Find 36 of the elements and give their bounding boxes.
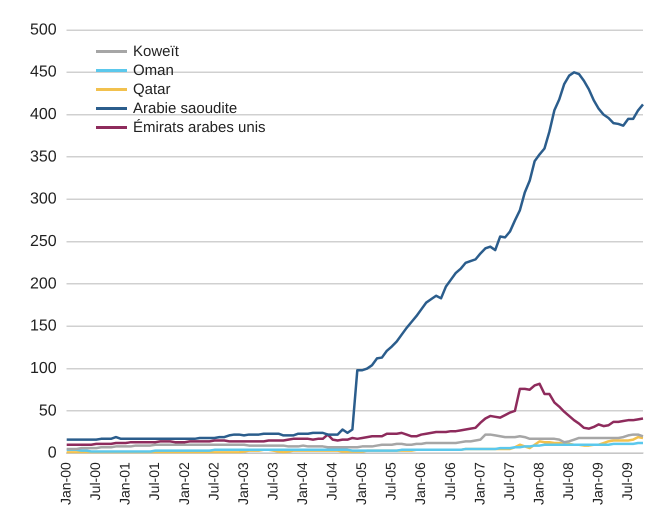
- x-tick-label: Jul-02: [205, 462, 222, 500]
- x-tick-label: Jul-05: [382, 462, 399, 500]
- y-tick-label: 50: [38, 402, 57, 420]
- x-tick-label: Jul-07: [500, 462, 517, 500]
- y-tick-label: 200: [30, 275, 57, 292]
- legend-label: Arabie saoudite: [133, 99, 238, 118]
- x-tick-label: Jan-02: [176, 462, 192, 506]
- x-tick-label: Jan-01: [116, 462, 133, 506]
- y-tick-label: 500: [30, 21, 57, 38]
- x-tick-label: Jan-09: [590, 462, 606, 506]
- legend-label: Koweït: [133, 42, 179, 61]
- y-tick-label: 350: [30, 148, 57, 166]
- x-tick-label: Jan-00: [58, 462, 74, 506]
- legend-label: Émirats arabes unis: [133, 118, 266, 137]
- x-tick-label: Jul-03: [264, 462, 280, 500]
- y-tick-label: 0: [48, 444, 57, 462]
- x-tick-label: Jan-08: [530, 462, 546, 506]
- y-tick-label: 400: [30, 106, 57, 124]
- x-tick-label: Jul-06: [442, 462, 458, 500]
- x-tick-label: Jul-09: [619, 462, 636, 500]
- legend-label: Oman: [133, 61, 174, 80]
- x-tick-label: Jul-08: [560, 462, 576, 500]
- y-tick-label: 100: [30, 360, 57, 377]
- x-tick-label: Jan-07: [471, 462, 488, 506]
- y-tick-label: 250: [30, 233, 57, 250]
- x-tick-label: Jul-04: [324, 462, 340, 500]
- x-tick-label: Jan-05: [353, 462, 370, 506]
- x-tick-label: Jan-03: [234, 462, 251, 506]
- x-tick-label: Jul-00: [87, 462, 104, 500]
- y-tick-label: 300: [30, 190, 57, 208]
- y-tick-label: 150: [30, 318, 57, 335]
- x-tick-label: Jan-06: [412, 462, 428, 506]
- y-tick-label: 450: [30, 64, 57, 81]
- x-tick-label: Jan-04: [294, 462, 310, 506]
- legend-label: Qatar: [133, 80, 171, 99]
- x-tick-label: Jul-01: [146, 462, 162, 500]
